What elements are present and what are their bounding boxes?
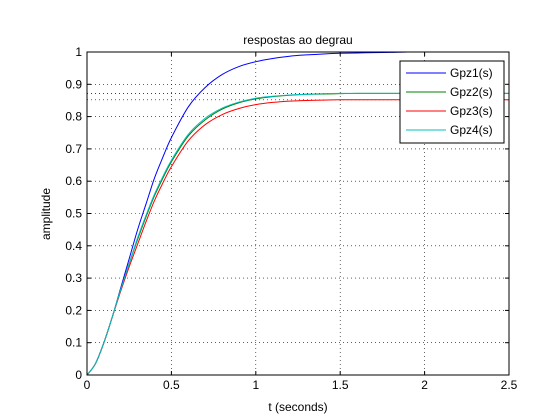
y-tick-label: 1 [75, 45, 82, 59]
legend-label: Gpz4(s) [450, 123, 493, 137]
y-tick-label: 0.2 [65, 303, 82, 317]
chart-title: respostas ao degrau [243, 33, 352, 47]
x-tick-label: 2 [421, 378, 428, 392]
legend-label: Gpz3(s) [450, 104, 493, 118]
axis-ticks: 0 0.5 1 1.5 2 2.5 0 0.1 0.2 0.3 0.4 0.5 0.6 0.7 0.8 0.9… [65, 45, 517, 392]
y-axis-label: amplitude [39, 188, 53, 240]
y-tick-label: 0.4 [65, 239, 82, 253]
x-tick-label: 1 [252, 378, 259, 392]
series-line-1 [86, 51, 425, 376]
y-tick-label: 0.3 [65, 271, 82, 285]
y-tick-label: 0.9 [65, 77, 82, 91]
y-tick-label: 0.1 [65, 336, 82, 350]
x-tick-label: 1.5 [332, 378, 349, 392]
series-lines [86, 51, 509, 376]
x-tick-label: 2.5 [501, 378, 518, 392]
legend-label: Gpz2(s) [450, 85, 493, 99]
y-tick-label: 0.7 [65, 142, 82, 156]
y-tick-label: 0.5 [65, 207, 82, 221]
y-tick-label: 0 [75, 368, 82, 382]
legend: Gpz1(s) Gpz2(s) Gpz3(s) Gpz4(s) [399, 60, 505, 144]
legend-box [399, 60, 505, 144]
series-line-4 [86, 92, 509, 376]
x-axis-label: t (seconds) [268, 400, 327, 414]
x-tick-label: 0 [84, 378, 91, 392]
series-line-3 [86, 99, 509, 376]
y-tick-label: 0.8 [65, 110, 82, 124]
x-tick-label: 0.5 [163, 378, 180, 392]
y-tick-label: 0.6 [65, 174, 82, 188]
legend-label: Gpz1(s) [450, 66, 493, 80]
